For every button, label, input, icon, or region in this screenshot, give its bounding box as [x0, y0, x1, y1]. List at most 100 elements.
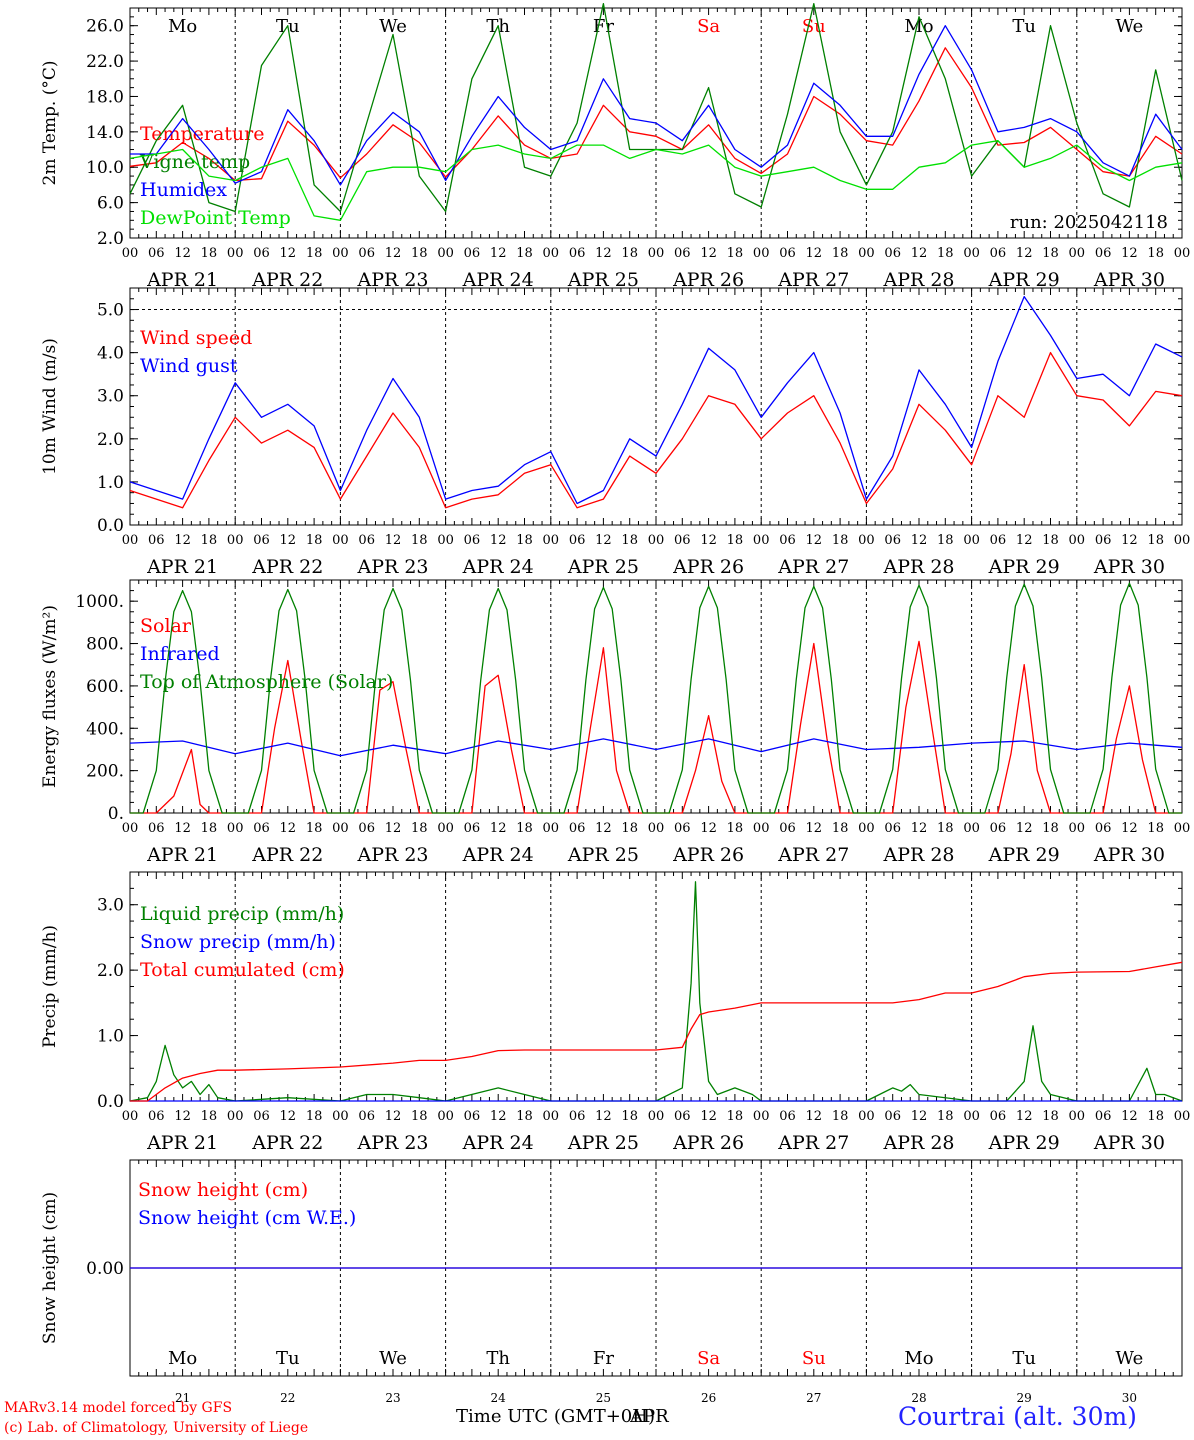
hour-tick-label: 18 — [937, 533, 954, 548]
date-label: APR 24 — [462, 269, 534, 291]
y-tick-label: 3.0 — [97, 387, 124, 407]
legend-entry: Snow height (cm W.E.) — [138, 1207, 356, 1229]
hour-tick-label: 12 — [806, 246, 823, 261]
panel-3: 0. 200. 400. 600. 800. 1000. Energy fluxes (W/… — [40, 579, 1190, 866]
hour-tick-label: 00 — [1069, 1109, 1086, 1124]
date-label: APR 22 — [251, 1132, 323, 1154]
hour-tick-label: 06 — [253, 246, 270, 261]
hour-tick-label: 18 — [1147, 1109, 1164, 1124]
hour-tick-label: 00 — [332, 246, 349, 261]
legend-entry: Total cumulated (cm) — [140, 959, 345, 981]
weekday-label: We — [379, 16, 407, 37]
hour-tick-label: 18 — [1042, 1109, 1059, 1124]
hour-tick-label: 06 — [674, 1109, 691, 1124]
hour-tick-label: 18 — [411, 533, 428, 548]
hour-tick-label: 18 — [411, 1109, 428, 1124]
y-axis-label: Energy fluxes (W/m²) — [40, 605, 60, 788]
hour-tick-label: 12 — [911, 246, 928, 261]
date-label: APR 25 — [567, 556, 639, 578]
y-tick-label: 1000. — [75, 592, 124, 612]
legend-entry: Snow height (cm) — [138, 1179, 308, 1201]
day-number: 25 — [596, 1391, 611, 1405]
hour-tick-label: 06 — [464, 821, 481, 836]
date-label: APR 28 — [882, 844, 954, 866]
hour-tick-label: 12 — [280, 1109, 297, 1124]
legend-entry: Wind gust — [140, 355, 238, 377]
hour-tick-label: 18 — [727, 1109, 744, 1124]
hour-tick-label: 18 — [621, 1109, 638, 1124]
hour-tick-label: 12 — [700, 246, 717, 261]
y-tick-label: 14.0 — [86, 123, 124, 143]
hour-tick-label: 18 — [306, 246, 323, 261]
hour-tick-label: 06 — [884, 1109, 901, 1124]
date-label: APR 28 — [882, 1132, 954, 1154]
y-tick-label: 1.0 — [97, 473, 124, 493]
y-tick-label: 600. — [86, 677, 124, 697]
date-label: APR 27 — [777, 269, 849, 291]
series-line-solar — [130, 640, 1182, 814]
date-label: APR 27 — [777, 1132, 849, 1154]
hour-tick-label: 00 — [437, 1109, 454, 1124]
hour-tick-label: 12 — [490, 821, 507, 836]
hour-tick-label: 12 — [911, 1109, 928, 1124]
hour-tick-label: 06 — [358, 821, 375, 836]
hour-tick-label: 06 — [779, 821, 796, 836]
time-axis-label: Time UTC (GMT+0H) — [456, 1406, 655, 1427]
hour-tick-label: 00 — [858, 821, 875, 836]
legend-entry: DewPoint Temp — [140, 207, 291, 229]
hour-tick-label: 00 — [858, 533, 875, 548]
hour-tick-label: 00 — [122, 533, 139, 548]
hour-tick-label: 00 — [858, 1109, 875, 1124]
hour-tick-label: 06 — [884, 821, 901, 836]
series-line-humidex — [130, 25, 1183, 186]
hour-tick-label: 12 — [1016, 533, 1033, 548]
weekday-label: Su — [802, 16, 826, 37]
weekday-label: Tu — [1012, 1348, 1036, 1369]
weekday-label: Sa — [697, 1348, 720, 1369]
day-number: 24 — [491, 1391, 507, 1405]
series-line-wind-speed — [129, 351, 1183, 509]
hour-tick-label: 06 — [464, 1109, 481, 1124]
hour-tick-label: 06 — [148, 246, 165, 261]
hour-tick-label: 00 — [227, 821, 244, 836]
hour-tick-label: 00 — [437, 821, 454, 836]
day-number: 29 — [1017, 1391, 1032, 1405]
legend-entry: Solar — [140, 615, 192, 637]
legend-entry: Snow precip (mm/h) — [140, 931, 336, 953]
hour-tick-label: 12 — [700, 821, 717, 836]
hour-tick-label: 12 — [595, 821, 612, 836]
hour-tick-label: 12 — [490, 1109, 507, 1124]
hour-tick-label: 18 — [937, 1109, 954, 1124]
y-tick-label: 3.0 — [97, 896, 124, 916]
hour-tick-label: 06 — [253, 821, 270, 836]
date-label: APR 25 — [567, 844, 639, 866]
hour-tick-label: 00 — [753, 821, 770, 836]
hour-tick-label: 18 — [621, 821, 638, 836]
y-tick-label: 10.0 — [86, 158, 124, 178]
hour-tick-label: 12 — [174, 533, 191, 548]
y-tick-label: 0.00 — [86, 1259, 124, 1279]
date-label: APR 29 — [988, 556, 1060, 578]
hour-tick-label: 12 — [1121, 1109, 1138, 1124]
hour-tick-label: 12 — [1121, 533, 1138, 548]
hour-tick-label: 18 — [516, 246, 533, 261]
hour-tick-label: 12 — [806, 821, 823, 836]
hour-tick-label: 06 — [1095, 533, 1112, 548]
hour-tick-label: 12 — [911, 533, 928, 548]
hour-tick-label: 00 — [122, 1109, 139, 1124]
hour-tick-label: 18 — [516, 1109, 533, 1124]
hour-tick-label: 18 — [306, 533, 323, 548]
hour-tick-label: 18 — [621, 246, 638, 261]
hour-tick-label: 06 — [674, 821, 691, 836]
hour-tick-label: 12 — [806, 1109, 823, 1124]
day-number: 21 — [175, 1391, 190, 1405]
date-label: APR 25 — [567, 269, 639, 291]
hour-tick-label: 12 — [1121, 246, 1138, 261]
hour-tick-label: 00 — [648, 246, 665, 261]
hour-tick-label: 18 — [1042, 821, 1059, 836]
y-tick-label: 6.0 — [97, 194, 124, 214]
hour-tick-label: 00 — [1069, 821, 1086, 836]
day-number: 28 — [911, 1391, 926, 1405]
hour-tick-label: 00 — [543, 533, 560, 548]
y-tick-label: 400. — [86, 719, 124, 739]
